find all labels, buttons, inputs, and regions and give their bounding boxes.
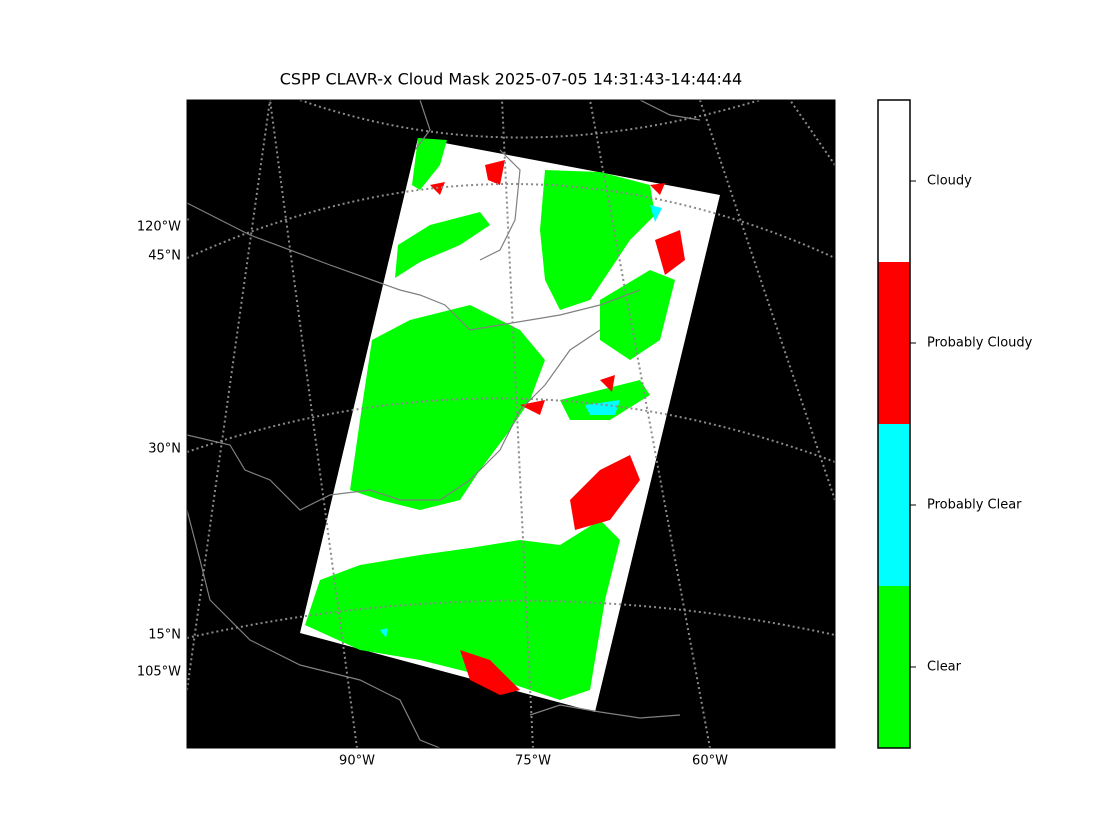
colorbar-label: Cloudy — [927, 174, 972, 189]
bottom-label: 60°W — [692, 754, 728, 769]
title: CSPP CLAVR-x Cloud Mask 2025-07-05 14:31… — [280, 70, 742, 89]
colorbar-label: Probably Clear — [927, 498, 1022, 513]
left-label: 105°W — [137, 665, 181, 680]
colorbar-segment — [878, 262, 910, 424]
axis-labels: 120°W 45°N 30°N 15°N 105°W 90°W 75°W 60°W — [137, 220, 728, 769]
colorbar-segment — [878, 586, 910, 748]
left-label: 120°W — [137, 220, 181, 235]
colorbar: Clear Probably Clear Probably Cloudy Cloudy — [877, 99, 1033, 749]
colorbar-label: Clear — [927, 660, 962, 675]
bottom-label: 90°W — [339, 754, 375, 769]
colorbar-frame — [877, 99, 911, 749]
left-label: 45°N — [148, 249, 181, 264]
left-label: 15°N — [148, 628, 181, 643]
clear-areas — [305, 138, 675, 700]
colorbar-segment — [878, 100, 910, 262]
graticule — [187, 100, 835, 748]
probably-clear-areas — [380, 205, 662, 638]
map — [186, 99, 836, 749]
coastlines — [187, 100, 701, 748]
bottom-label: 75°W — [515, 754, 551, 769]
colorbar-label: Probably Cloudy — [927, 336, 1033, 351]
left-label: 30°N — [148, 442, 181, 457]
colorbar-segment — [878, 424, 910, 586]
